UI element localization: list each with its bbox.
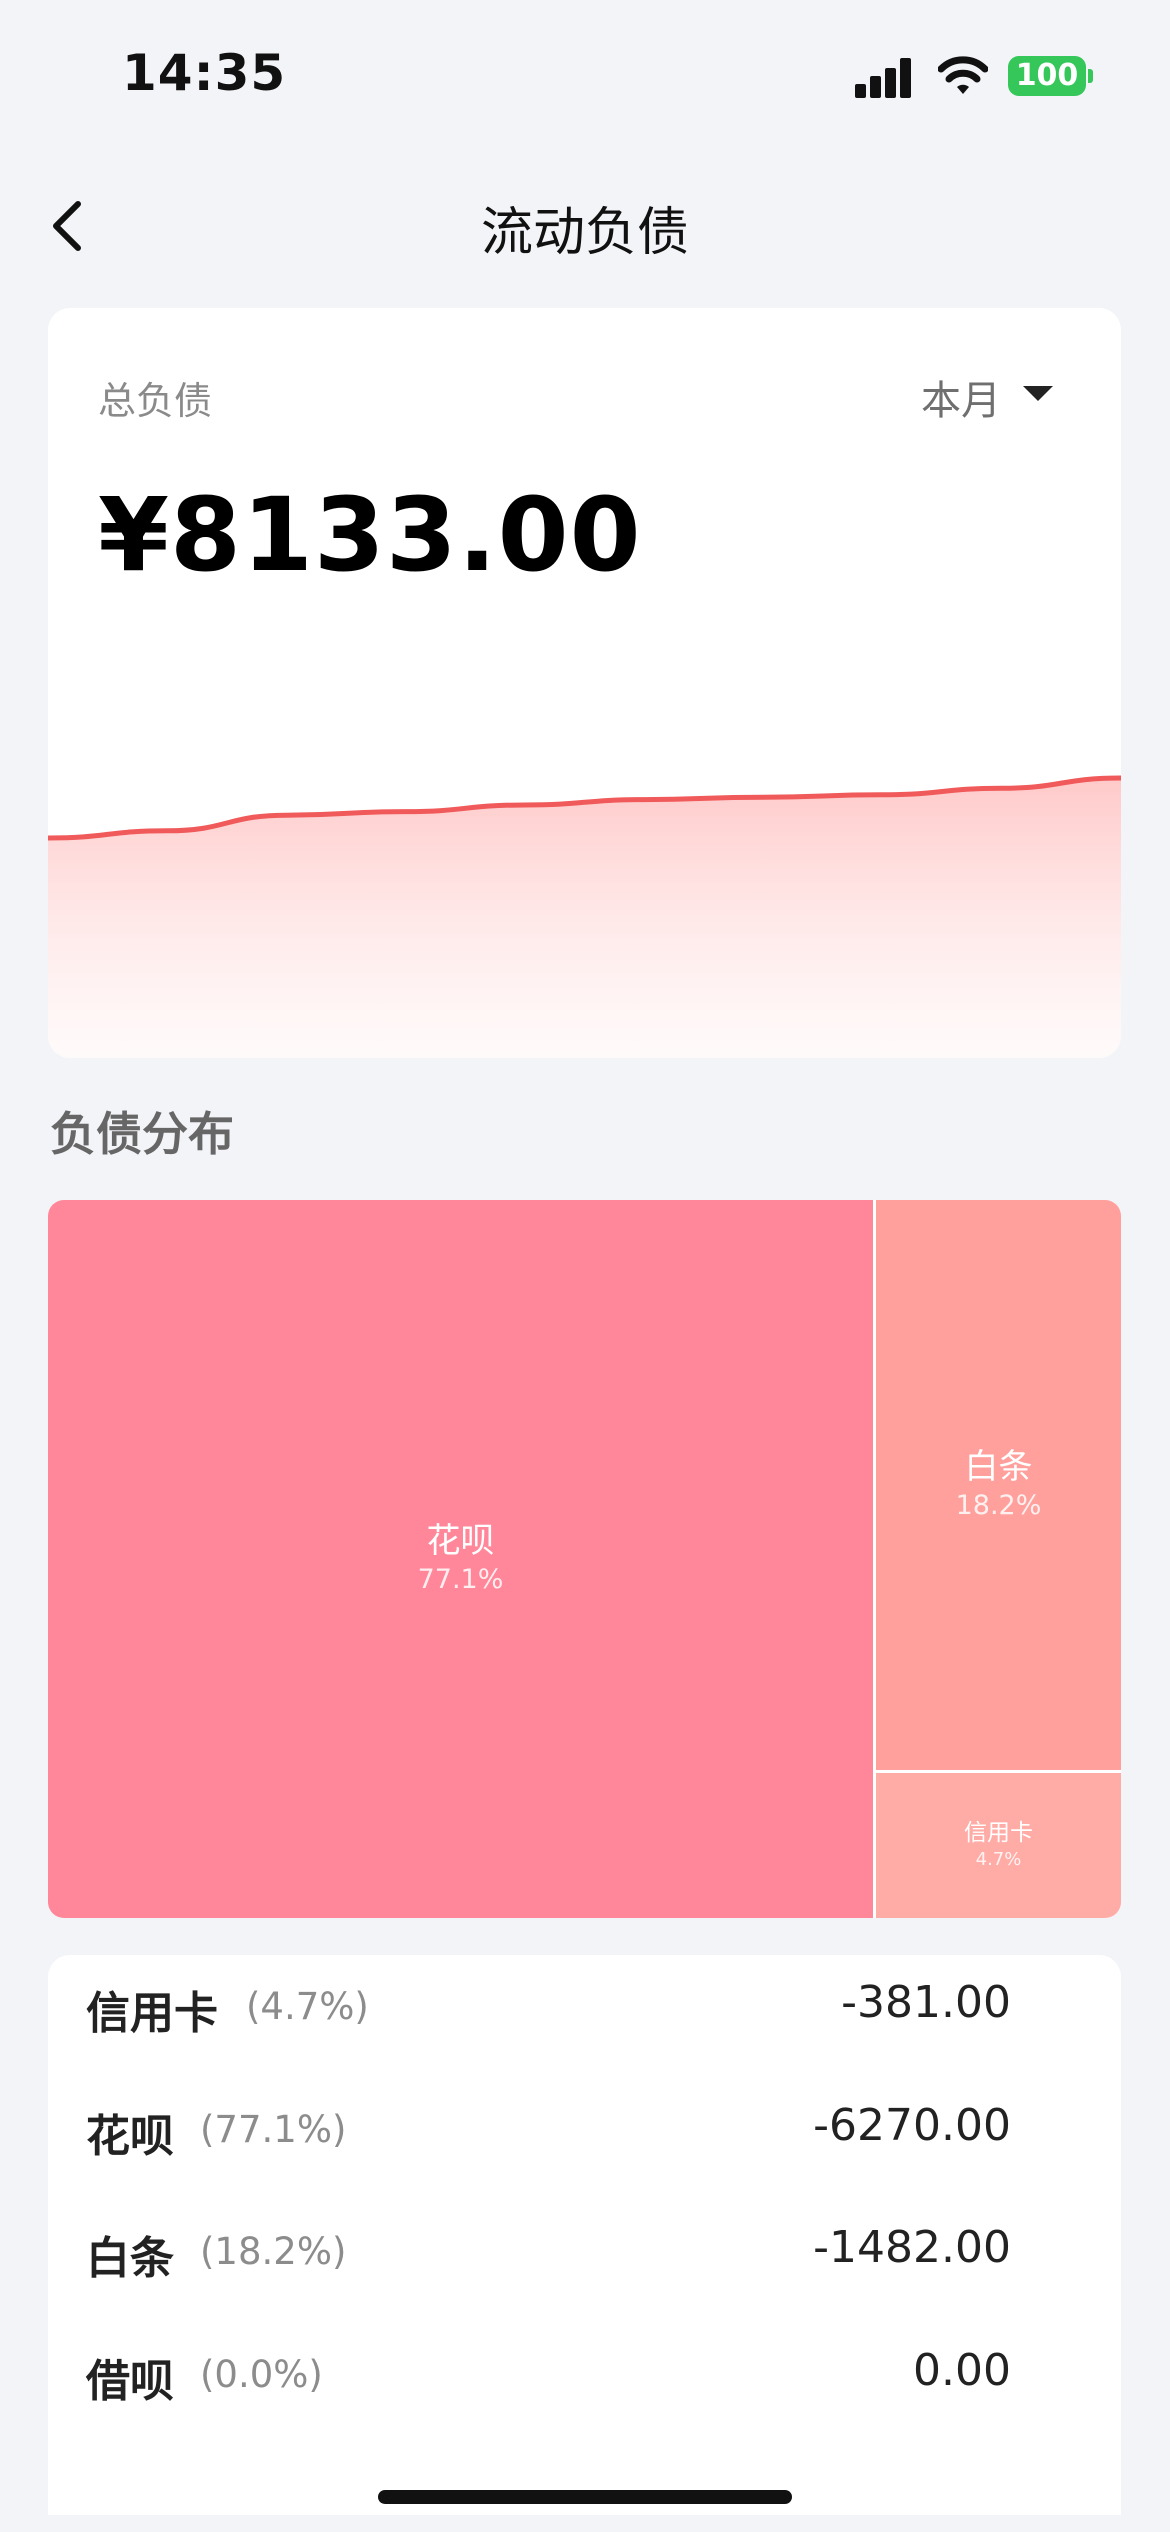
item-value: -6270.00 xyxy=(813,2100,1011,2151)
battery-icon: 100 xyxy=(1008,56,1086,96)
page-title: 流动负债 xyxy=(480,203,689,263)
treemap-tile-credit-card[interactable]: 信用卡 4.7% xyxy=(876,1773,1121,1918)
item-value: -381.00 xyxy=(841,1977,1011,2028)
tile-percent: 4.7% xyxy=(975,1848,1022,1870)
total-liability-label: 总负债 xyxy=(98,379,213,423)
wifi-icon xyxy=(938,56,988,94)
tile-label: 白条 xyxy=(964,1447,1033,1488)
item-percent: (0.0%) xyxy=(200,2353,323,2396)
total-liability-amount: ¥8133.00 xyxy=(98,476,642,595)
item-name: 信用卡 xyxy=(86,1988,218,2039)
trend-area-chart xyxy=(48,775,1121,1058)
distribution-treemap: 花呗 77.1% 白条 18.2% 信用卡 4.7% xyxy=(48,1200,1121,1918)
treemap-tile-huabei[interactable]: 花呗 77.1% xyxy=(48,1200,873,1918)
tile-label: 信用卡 xyxy=(964,1820,1033,1846)
tile-label: 花呗 xyxy=(426,1521,495,1562)
list-item[interactable]: 花呗 (77.1%) -6270.00 xyxy=(48,2078,1121,2188)
trend-line xyxy=(48,775,1121,841)
item-name: 花呗 xyxy=(86,2111,174,2162)
status-time: 14:35 xyxy=(122,44,287,102)
home-indicator[interactable] xyxy=(378,2490,792,2504)
item-value: 0.00 xyxy=(913,2345,1011,2396)
trend-area xyxy=(48,778,1121,1058)
treemap-tile-baitiao[interactable]: 白条 18.2% xyxy=(876,1200,1121,1770)
tile-percent: 18.2% xyxy=(955,1489,1042,1521)
item-percent: (4.7%) xyxy=(246,1985,369,2028)
total-liability-card: 总负债 本月 ¥8133.00 xyxy=(48,308,1121,1058)
list-item[interactable]: 借呗 (0.0%) 0.00 xyxy=(48,2323,1121,2433)
caret-down-icon[interactable] xyxy=(1023,386,1053,401)
distribution-title: 负债分布 xyxy=(50,1107,234,1161)
back-arrow-icon[interactable] xyxy=(44,196,94,256)
tile-percent: 77.1% xyxy=(417,1563,504,1595)
item-name: 借呗 xyxy=(86,2356,174,2407)
list-item[interactable]: 白条 (18.2%) -1482.00 xyxy=(48,2200,1121,2310)
item-value: -1482.00 xyxy=(813,2222,1011,2273)
cellular-signal-icon xyxy=(855,56,915,98)
period-selector[interactable]: 本月 xyxy=(921,378,1001,424)
liability-list: 信用卡 (4.7%) -381.00 花呗 (77.1%) -6270.00 白… xyxy=(48,1955,1121,2515)
item-name: 白条 xyxy=(86,2233,174,2284)
battery-cap xyxy=(1088,69,1093,83)
list-item[interactable]: 信用卡 (4.7%) -381.00 xyxy=(48,1955,1121,2065)
item-percent: (18.2%) xyxy=(200,2230,347,2273)
item-percent: (77.1%) xyxy=(200,2108,347,2151)
